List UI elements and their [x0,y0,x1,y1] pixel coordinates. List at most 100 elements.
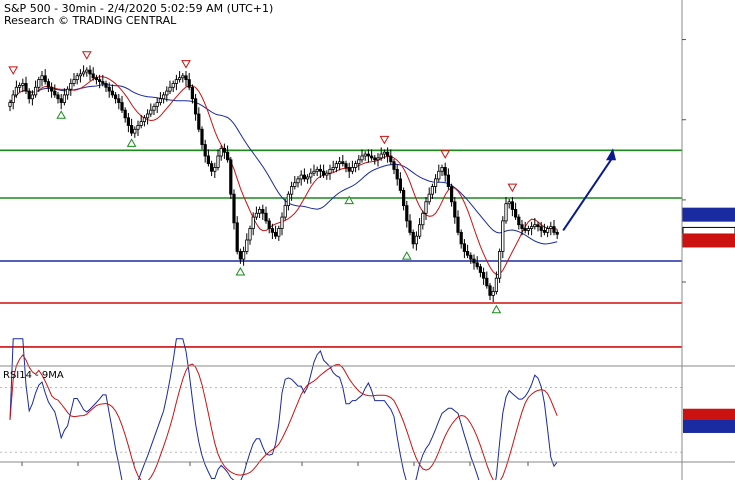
candle-body [30,94,35,100]
candle-body [177,77,182,81]
candle-body [171,83,175,88]
candle-body [312,170,316,174]
candle-body [161,94,166,100]
candle-body [417,224,422,237]
swing-high-marker [440,150,451,159]
candle-body [107,86,111,92]
rsi-ma-line [9,354,558,484]
candle-body [321,170,326,176]
candle-body [264,212,268,222]
candle-body [120,102,124,111]
candle-body [257,209,262,214]
candle-body [440,167,444,172]
candle-body [248,228,252,241]
guide-layer [0,386,682,453]
candle-body [82,71,86,75]
candle-body [504,203,508,222]
candle-body [395,168,399,180]
moving-average-layer [9,76,558,276]
price-badge [682,207,735,222]
candle-body [296,178,300,184]
candle-body [373,157,377,161]
candle-body [414,235,419,245]
slow-moving-average [9,84,558,245]
candle-body [98,79,102,82]
candle-body [475,262,479,268]
candle-body [488,285,492,296]
candle-body [526,228,531,231]
candle-body [11,94,15,103]
candle-layer [8,65,559,303]
candle-body [472,258,476,264]
swing-low-marker [126,138,137,147]
candle-body [344,163,348,168]
chart-title: S&P 500 - 30min - 2/4/2020 5:02:59 AM (U… [4,2,273,15]
candle-body [328,168,332,174]
swing-low-marker [235,266,246,276]
rsi-line [9,338,558,484]
swing-high-marker [8,66,19,75]
candle-body [110,90,114,96]
candle-body [117,98,121,103]
candle-body [59,98,63,103]
candle-body [389,155,393,163]
candle-body [302,174,307,180]
candle-body [273,231,278,237]
candle-body [546,228,550,233]
candle-body [497,251,502,279]
candle-body [315,168,319,172]
swing-high-marker [507,183,518,193]
candle-body [293,182,297,187]
candle-body [411,231,415,245]
candle-body [56,94,60,100]
candle-body [69,83,73,90]
candle-body [430,186,435,195]
candle-body [145,113,150,119]
candle-body [91,73,95,79]
candle-body [318,168,323,172]
candle-body [299,174,303,180]
candle-body [14,86,18,96]
candle-body [142,117,146,123]
candle-body [341,161,345,165]
candle-body [75,75,79,81]
swing-high-marker [379,135,390,145]
candle-body [280,216,284,229]
candle-body [443,167,447,176]
candle-body [376,157,380,161]
candle-body [213,167,217,172]
candle-body [379,153,383,159]
candle-body [437,170,441,180]
swing-low-marker [401,251,412,260]
candle-body [165,90,169,96]
candle-body [398,178,403,191]
candle-body [149,109,153,115]
candle-body [289,186,294,195]
fast-moving-average [9,76,558,276]
candle-body [347,167,351,172]
candle-body [53,90,57,96]
candle-body [34,86,38,96]
candle-body [114,94,118,100]
candle-body [85,69,89,73]
candle-body [216,155,220,168]
candle-body [366,153,371,157]
candle-body [104,83,108,88]
candle-body [21,83,25,86]
candle-body [363,153,367,157]
candle-body [446,174,451,187]
candle-body [305,176,310,180]
candle-body [222,147,226,153]
candle-body [43,75,47,82]
candle-body [8,102,12,107]
candle-body [181,75,185,79]
candle-body [136,125,140,130]
candle-body [309,172,313,178]
candle-body [539,226,543,231]
marker-layer [8,51,616,314]
candle-body [206,155,210,165]
candle-body [449,186,454,203]
